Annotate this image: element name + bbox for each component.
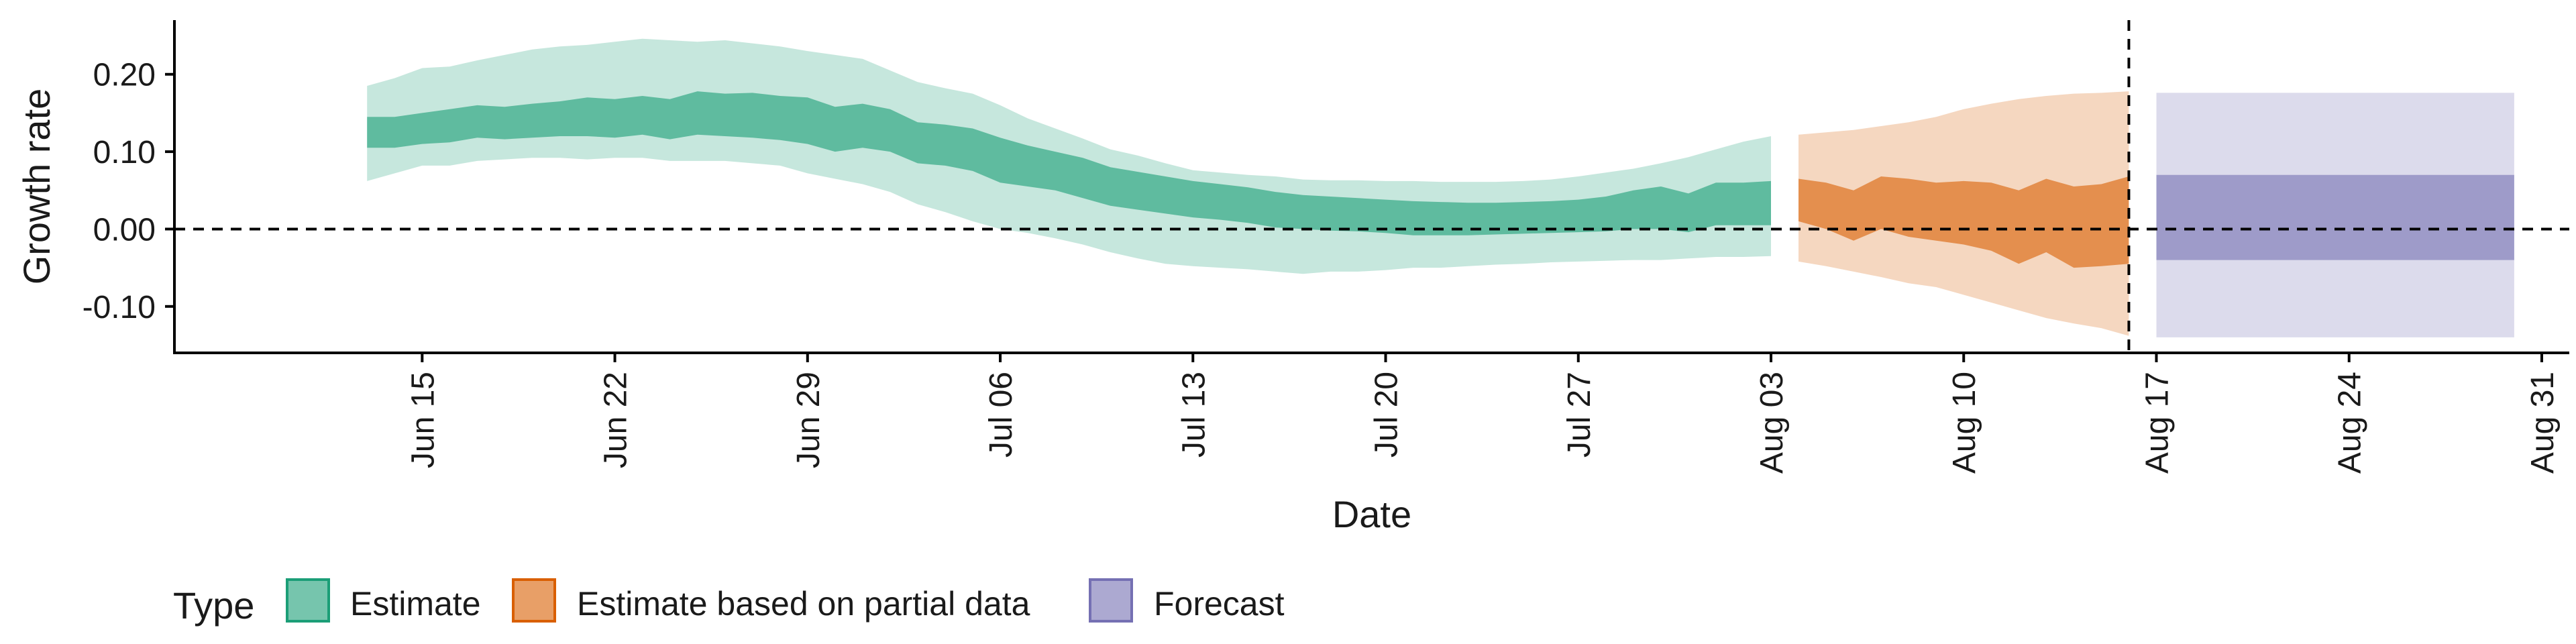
x-tick-label: Jun 29 — [791, 372, 826, 468]
x-tick-label: Aug 17 — [2139, 372, 2175, 474]
legend-items: Estimate Estimate based on partial data Fo… — [286, 578, 1285, 623]
legend-label: Estimate — [350, 585, 481, 623]
y-tick-label: 0.00 — [93, 212, 156, 248]
x-tick-label: Aug 03 — [1754, 372, 1790, 474]
ribbon-layer — [367, 38, 2514, 337]
x-tick-label: Jul 06 — [983, 372, 1019, 458]
y-tick-label: -0.10 — [83, 290, 156, 325]
x-tick-label: Aug 10 — [1947, 372, 1982, 474]
y-axis-ticks: -0.10 0.00 0.10 0.20 — [83, 58, 174, 325]
y-tick-label: 0.10 — [93, 135, 156, 170]
legend-key-estimate-based-on-partial-data — [512, 578, 556, 623]
x-tick-label: Aug 31 — [2525, 372, 2561, 474]
legend-key-forecast — [1089, 578, 1133, 623]
estimate-based-on-partial-data-50-interval — [1799, 176, 2129, 268]
plot-area — [174, 20, 2569, 353]
x-tick-label: Jul 13 — [1176, 372, 1212, 458]
legend: Type Estimate Estimate based on partial d… — [173, 578, 1285, 627]
x-axis-title: Date — [1332, 493, 1411, 535]
legend-key-estimate — [286, 578, 330, 623]
legend-title: Type — [173, 584, 254, 627]
estimate-50-interval — [367, 91, 1772, 235]
x-tick-label: Aug 24 — [2332, 372, 2368, 474]
x-tick-label: Jun 15 — [405, 372, 441, 468]
x-axis-ticks: Jun 15 Jun 22 Jun 29 Jul 06 Jul 13 Jul 20 Jul … — [405, 353, 2561, 474]
x-tick-label: Jun 22 — [598, 372, 634, 468]
x-tick-label: Jul 20 — [1369, 372, 1405, 458]
x-tick-label: Jul 27 — [1562, 372, 1597, 458]
legend-label: Estimate based on partial data — [577, 585, 1030, 623]
legend-label: Forecast — [1154, 585, 1285, 623]
y-tick-label: 0.20 — [93, 58, 156, 93]
y-axis-title: Growth rate — [15, 89, 58, 285]
forecast-50-interval — [2156, 174, 2514, 260]
